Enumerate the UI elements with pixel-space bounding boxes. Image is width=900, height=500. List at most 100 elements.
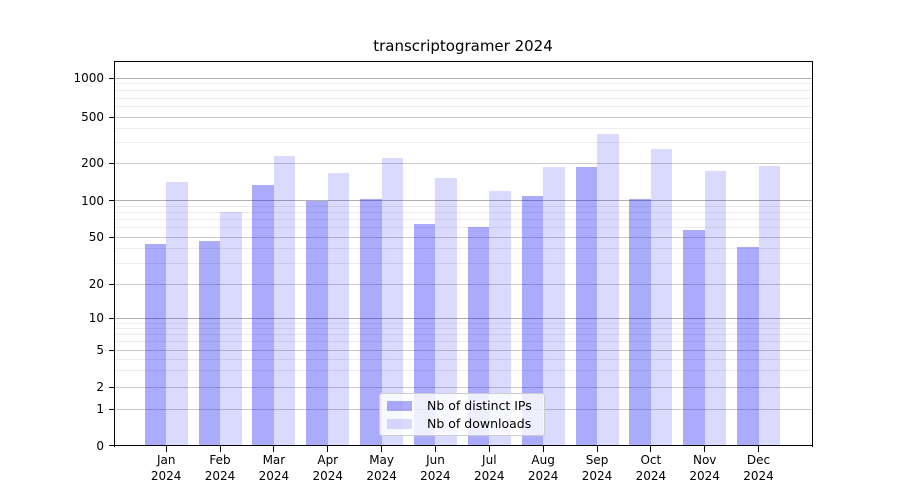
x-tick-label: Aug 2024 — [513, 452, 573, 484]
gridline-major — [115, 236, 812, 238]
bar-distinct-ips-dec — [737, 247, 759, 446]
gridline-minor — [115, 341, 812, 343]
y-tick-mark — [108, 349, 114, 351]
x-tick-month: Mar — [262, 453, 286, 467]
x-tick-label: Feb 2024 — [190, 452, 250, 484]
x-tick-month: Jun — [426, 453, 445, 467]
gridline-minor — [115, 247, 812, 249]
x-tick-month: Jan — [156, 453, 176, 467]
x-tick-mark — [704, 446, 706, 452]
x-tick-label: Mar 2024 — [244, 452, 304, 484]
x-tick-month: May — [369, 453, 394, 467]
gridline-minor — [115, 358, 812, 360]
x-tick-label: Jul 2024 — [459, 452, 519, 484]
bar-downloads-feb — [220, 211, 242, 446]
y-tick-mark — [108, 408, 114, 410]
bar-distinct-ips-sep — [575, 167, 597, 446]
bar-distinct-ips-aug — [521, 196, 544, 446]
gridline-minor — [115, 127, 812, 129]
y-tick-label: 200 — [81, 156, 104, 171]
x-tick-month: Jul — [482, 453, 497, 467]
gridline-minor — [115, 205, 812, 207]
x-tick-year: 2024 — [474, 469, 505, 483]
spine-bottom — [114, 445, 813, 446]
legend: Nb of distinct IPs Nb of downloads — [379, 393, 545, 436]
y-tick-label: 50 — [88, 230, 104, 244]
x-tick-year: 2024 — [527, 469, 559, 483]
bar-downloads-may — [381, 158, 404, 446]
bar-distinct-ips-oct — [629, 199, 651, 446]
x-tick-month: Apr — [317, 453, 339, 467]
x-tick-year: 2024 — [743, 469, 774, 483]
x-tick-year: 2024 — [689, 469, 720, 483]
x-tick-year: 2024 — [312, 469, 344, 483]
bar-downloads-dec — [758, 166, 781, 446]
gridline-minor — [115, 218, 812, 220]
x-tick-year: 2024 — [420, 469, 451, 483]
bar-downloads-apr — [327, 173, 350, 446]
x-tick-year: 2024 — [635, 469, 667, 483]
chart-title: transcriptogramer 2024 — [373, 37, 553, 55]
legend-label-downloads: Nb of downloads — [427, 416, 532, 431]
bar-distinct-ips-may — [360, 199, 382, 446]
gridline-minor — [115, 211, 812, 213]
x-tick-month: Feb — [209, 453, 231, 467]
y-tick-label: 1 — [96, 402, 104, 416]
gridline-major — [115, 116, 812, 118]
x-tick-year: 2024 — [150, 469, 182, 483]
x-tick-label: Jan 2024 — [136, 452, 196, 484]
bar-downloads-nov — [704, 170, 727, 446]
x-tick-label: Nov 2024 — [675, 452, 735, 484]
x-tick-year: 2024 — [366, 469, 397, 483]
y-tick-mark — [108, 445, 114, 446]
gridline-minor — [115, 328, 812, 329]
legend-label-ips: Nb of distinct IPs — [427, 398, 532, 413]
gridline-decade — [115, 77, 812, 79]
x-tick-year: 2024 — [204, 469, 236, 483]
x-tick-label: Sep 2024 — [567, 452, 627, 484]
gridline-major — [115, 283, 812, 285]
gridline-minor — [115, 142, 812, 144]
gridline-minor — [115, 262, 812, 264]
bar-downloads-jul — [489, 191, 511, 446]
gridline-minor — [115, 106, 812, 108]
bar-distinct-ips-jan — [144, 243, 167, 446]
bar-distinct-ips-feb — [198, 241, 221, 446]
gridline-major — [115, 386, 812, 388]
gridline-minor — [115, 322, 812, 324]
y-tick-mark — [108, 116, 114, 118]
x-tick-mark — [650, 446, 652, 452]
gridline-decade — [115, 200, 812, 201]
x-tick-label: Oct 2024 — [621, 452, 681, 484]
gridline-minor — [115, 97, 812, 99]
bar-downloads-oct — [650, 149, 673, 446]
legend-item-downloads: Nb of downloads — [387, 416, 537, 431]
gridline-major — [115, 349, 812, 351]
x-tick-mark — [434, 446, 436, 452]
y-tick-mark — [108, 317, 114, 319]
y-tick-mark — [108, 283, 114, 285]
bar-distinct-ips-mar — [252, 185, 274, 446]
x-tick-mark — [542, 446, 544, 452]
x-tick-month: Dec — [746, 453, 771, 467]
x-tick-label: Dec 2024 — [729, 452, 789, 484]
x-tick-mark — [488, 446, 490, 452]
bar-downloads-mar — [273, 156, 296, 446]
y-tick-label: 500 — [81, 110, 104, 124]
y-tick-label: 10 — [88, 311, 104, 326]
spine-top — [114, 60, 813, 62]
x-tick-year: 2024 — [258, 469, 290, 483]
gridline-minor — [115, 90, 812, 92]
legend-swatch-downloads — [387, 418, 412, 429]
y-tick-label: 5 — [96, 343, 104, 357]
y-tick-mark — [108, 386, 114, 388]
legend-swatch-ips — [387, 400, 412, 411]
gridline-major — [115, 162, 812, 164]
bar-downloads-jun — [435, 177, 457, 446]
bar-distinct-ips-apr — [306, 200, 328, 446]
x-tick-mark — [219, 446, 221, 452]
bar-distinct-ips-jul — [467, 226, 490, 446]
x-tick-mark — [327, 446, 329, 452]
